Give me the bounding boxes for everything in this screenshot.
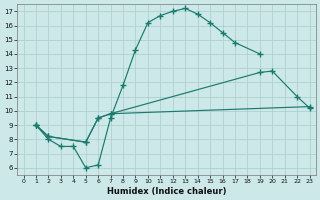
X-axis label: Humidex (Indice chaleur): Humidex (Indice chaleur) — [107, 187, 226, 196]
